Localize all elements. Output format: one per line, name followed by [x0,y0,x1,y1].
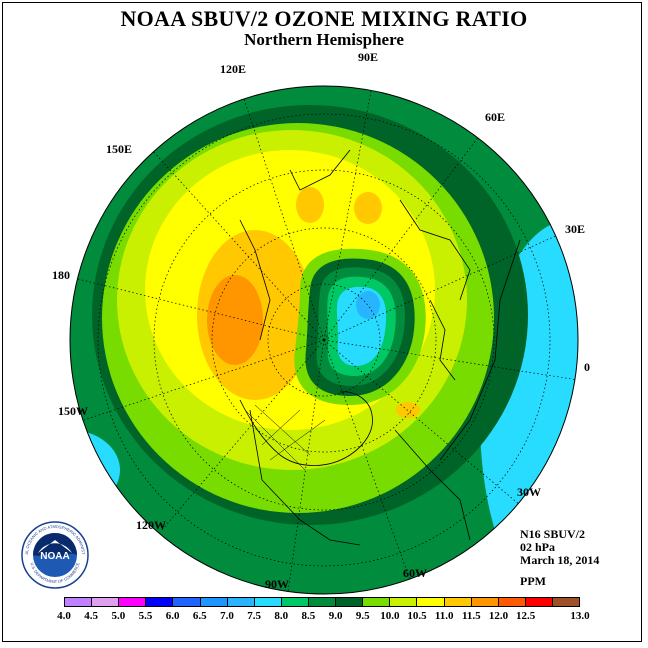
band-11-0-north-b [354,192,382,224]
instrument-label: N16 SBUV/2 [520,527,586,541]
lon-label-150w: 150W [58,404,88,418]
lon-label-30e: 30E [565,222,586,236]
map-border [69,85,579,595]
legend-tick-label: 12.0 [488,610,509,622]
meridian-lines [70,86,578,593]
legend-tick-label: 5.0 [111,610,126,622]
pressure-label: 02 hPa [520,540,556,554]
legend-swatch [444,598,472,606]
polar-core-7-0 [356,291,380,319]
lon-label-120w: 120W [136,518,166,532]
lon-label-180: 180 [52,268,70,282]
legend-swatch [525,598,553,606]
coastlines [239,149,521,546]
image-frame [2,2,642,642]
legend-tick-label: 10.5 [407,610,427,622]
legend-swatch [363,598,391,606]
cyan-region-west [70,430,120,510]
color-scale-legend [64,597,580,607]
legend-swatch [498,598,526,606]
band-11-0-east [396,402,420,418]
legend-tick-label: 6.0 [165,610,180,622]
latitude-lines [97,113,551,567]
legend-tick-label: 6.5 [192,610,207,622]
legend-swatch [281,598,309,606]
legend-swatch [254,598,282,606]
legend-tick-label: 11.5 [462,610,481,622]
lon-label-0: 0 [584,360,590,374]
page-subtitle: Northern Hemisphere [244,30,404,49]
legend-swatch [552,598,580,606]
legend-swatch [417,598,445,606]
legend-swatch [336,598,364,606]
lon-label-150e: 150E [106,142,133,156]
legend-tick-label: 8.0 [274,610,289,622]
legend-swatch [173,598,201,606]
noaa-logo: NOAA NATIONAL OCEANIC AND ATMOSPHERIC AD… [20,520,89,589]
legend-swatch [308,598,337,606]
legend-tick-label: 8.5 [301,610,316,622]
page-title: NOAA SBUV/2 OZONE MIXING RATIO [120,6,528,31]
lon-label-120e: 120E [220,62,247,76]
legend-tick-label: 5.5 [138,610,153,622]
legend-swatch [119,598,147,606]
legend-tick-label: 7.0 [220,610,234,622]
lon-label-30w: 30W [517,485,541,499]
legend-swatch [200,598,228,606]
legend-swatch [92,598,120,606]
legend-tick-label: 9.0 [328,610,343,622]
legend-swatch [227,598,255,606]
date-label: March 18, 2014 [520,553,600,567]
legend-tick-label: 12.5 [516,610,536,622]
lon-label-90w: 90W [265,577,289,591]
state-boundaries [244,404,326,471]
units-label: PPM [520,574,546,588]
legend-swatch [146,598,174,606]
legend-tick-label: 11.0 [434,610,454,622]
legend-swatch [471,598,499,606]
legend-swatch [390,598,418,606]
legend-swatch [65,598,93,606]
band-11-0-north-a [296,187,324,223]
legend-tick-label: 4.5 [84,610,99,622]
logo-wordmark: NOAA [40,551,69,562]
legend-tick-label: 7.5 [247,610,261,622]
lon-label-60w: 60W [403,566,427,580]
legend-tick-label: 13.0 [570,610,590,622]
lon-label-90e: 90E [358,50,379,64]
legend-tick-label: 10.0 [380,610,400,622]
band-11-5 [207,275,263,365]
legend-tick-label: 9.5 [355,610,370,622]
lon-label-60e: 60E [485,110,506,124]
legend-tick-label: 4.0 [57,610,71,622]
